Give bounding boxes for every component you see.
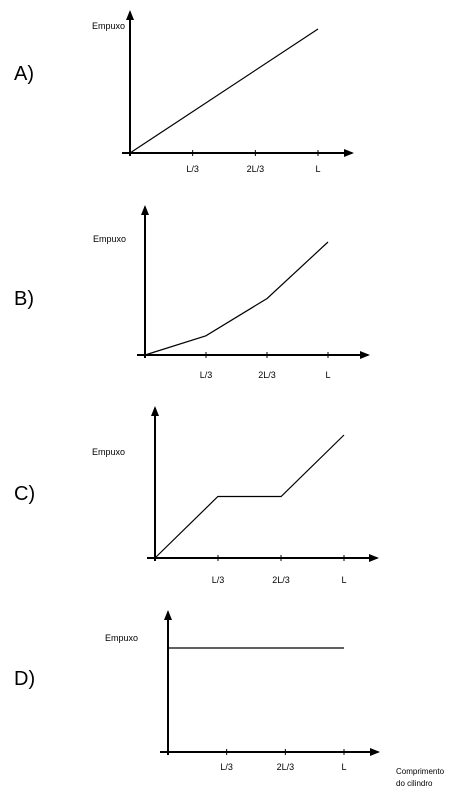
chart-b-tick-label-2: 2L/3 [258, 370, 276, 380]
chart-a-tick-label-3: L [315, 164, 320, 174]
x-axis-label-line-1: Comprimento [396, 767, 445, 776]
chart-d-option-label: D) [14, 668, 35, 690]
chart-c-tick-label-3: L [341, 575, 346, 585]
chart-c-tick-label-2: 2L/3 [272, 575, 290, 585]
x-axis-label-line-2: do cilindro [396, 779, 433, 788]
chart-b-tick-label-3: L [325, 370, 330, 380]
chart-c-y-axis-label: Empuxo [92, 447, 125, 457]
chart-d-tick-label-1: L/3 [220, 762, 233, 772]
chart-c-option-label: C) [14, 483, 35, 505]
chart-b-option-label: B) [14, 288, 34, 310]
chart-b-tick-label-1: L/3 [200, 370, 213, 380]
chart-a-series-line [129, 28, 319, 154]
chart-a-tick-label-2: 2L/3 [247, 164, 265, 174]
chart-d-tick-label-3: L [341, 762, 346, 772]
chart-c-series-line [154, 434, 345, 559]
chart-b-y-axis-label: Empuxo [93, 234, 126, 244]
chart-a-option-label: A) [14, 63, 34, 85]
chart-a-tick-label-1: L/3 [186, 164, 199, 174]
chart-d-tick-label-2: 2L/3 [277, 762, 295, 772]
chart-a-y-axis-label: Empuxo [92, 21, 125, 31]
chart-b-series-line [144, 241, 329, 356]
chart-d-y-axis-label: Empuxo [105, 633, 138, 643]
chart-c-tick-label-1: L/3 [212, 575, 225, 585]
